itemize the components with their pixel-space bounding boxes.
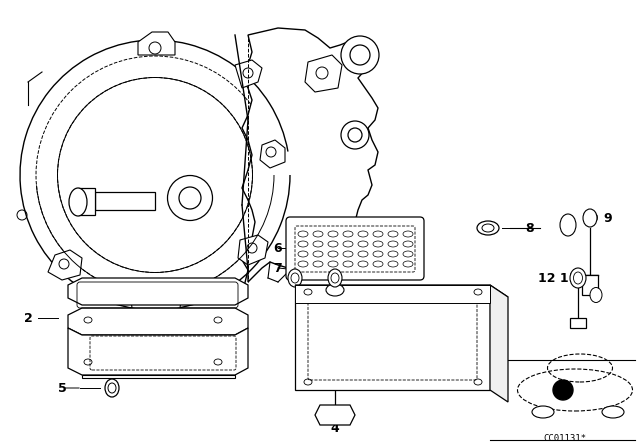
Circle shape bbox=[553, 380, 573, 400]
Polygon shape bbox=[570, 318, 586, 328]
Polygon shape bbox=[68, 328, 248, 375]
Ellipse shape bbox=[602, 406, 624, 418]
FancyBboxPatch shape bbox=[286, 217, 424, 280]
Ellipse shape bbox=[326, 284, 344, 296]
Ellipse shape bbox=[168, 176, 212, 220]
Ellipse shape bbox=[328, 269, 342, 287]
Polygon shape bbox=[95, 192, 155, 210]
Text: CC01131*: CC01131* bbox=[543, 434, 586, 443]
Polygon shape bbox=[78, 188, 95, 215]
Ellipse shape bbox=[105, 379, 119, 397]
Text: 9: 9 bbox=[604, 211, 612, 224]
Ellipse shape bbox=[348, 128, 362, 142]
Ellipse shape bbox=[560, 214, 576, 236]
Ellipse shape bbox=[532, 406, 554, 418]
Polygon shape bbox=[295, 285, 490, 390]
Ellipse shape bbox=[341, 36, 379, 74]
Text: 5: 5 bbox=[291, 266, 300, 279]
Ellipse shape bbox=[179, 187, 201, 209]
Text: 5: 5 bbox=[58, 382, 67, 395]
Polygon shape bbox=[315, 405, 355, 425]
Ellipse shape bbox=[570, 268, 586, 288]
Polygon shape bbox=[295, 285, 490, 303]
Text: 1: 1 bbox=[223, 363, 232, 376]
Polygon shape bbox=[48, 250, 82, 280]
Polygon shape bbox=[68, 308, 248, 335]
Polygon shape bbox=[238, 235, 268, 265]
Ellipse shape bbox=[477, 221, 499, 235]
Text: 3: 3 bbox=[496, 332, 504, 345]
Polygon shape bbox=[130, 285, 182, 312]
Ellipse shape bbox=[69, 188, 87, 216]
Polygon shape bbox=[242, 28, 378, 282]
Ellipse shape bbox=[583, 209, 597, 227]
Text: 8: 8 bbox=[525, 221, 534, 234]
Polygon shape bbox=[68, 278, 248, 305]
Text: 10: 10 bbox=[581, 211, 599, 224]
Polygon shape bbox=[260, 140, 285, 168]
Polygon shape bbox=[138, 32, 175, 55]
Ellipse shape bbox=[341, 121, 369, 149]
Text: 7: 7 bbox=[274, 262, 282, 275]
Polygon shape bbox=[295, 285, 508, 297]
Text: 4: 4 bbox=[331, 422, 339, 435]
Polygon shape bbox=[582, 275, 598, 295]
Ellipse shape bbox=[288, 269, 302, 287]
Polygon shape bbox=[305, 55, 342, 92]
Ellipse shape bbox=[350, 45, 370, 65]
Ellipse shape bbox=[590, 288, 602, 302]
Polygon shape bbox=[82, 375, 235, 378]
Text: 12 11: 12 11 bbox=[538, 271, 578, 284]
Polygon shape bbox=[490, 285, 508, 402]
Polygon shape bbox=[235, 60, 262, 88]
Text: 6: 6 bbox=[274, 241, 282, 254]
Text: 2: 2 bbox=[24, 311, 33, 324]
